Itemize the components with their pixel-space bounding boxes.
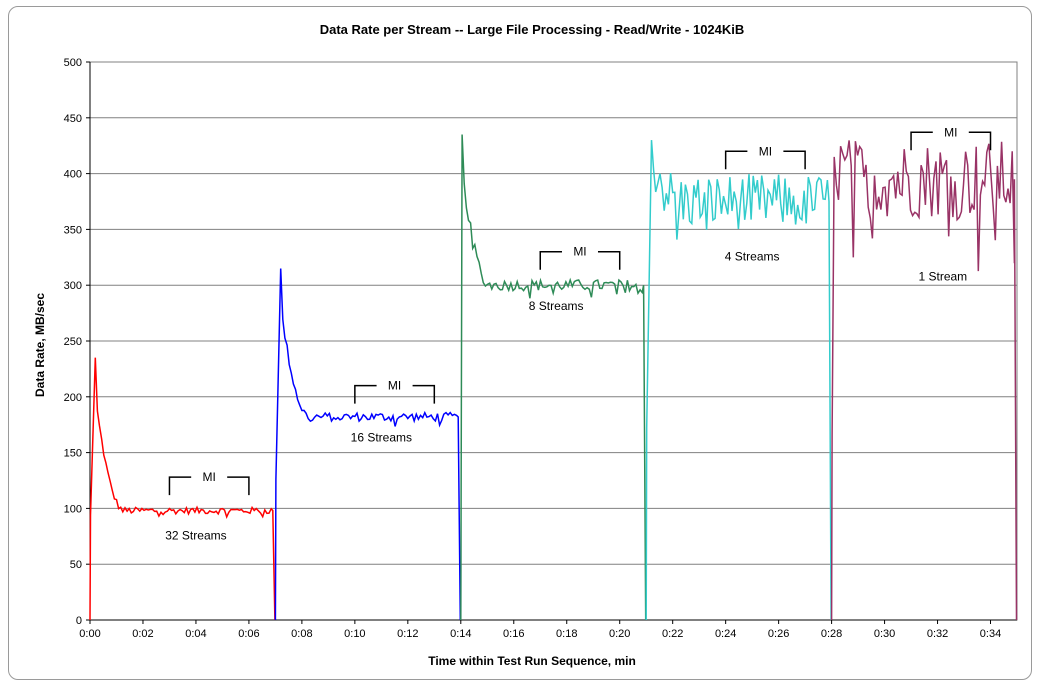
x-tick-label: 0:26 (768, 628, 789, 640)
series-line-5 (830, 140, 1018, 621)
stream-label: 8 Streams (529, 299, 584, 313)
y-tick-label: 100 (64, 503, 82, 515)
stream-annotations: 32 Streams 16 Streams 8 Streams 4 Streams 1 … (165, 250, 967, 543)
x-tick-label: 0:16 (503, 628, 524, 640)
chart-title: Data Rate per Stream -- Large File Proce… (320, 22, 745, 37)
mi-label: MI (759, 144, 772, 158)
y-tick-label: 500 (64, 57, 82, 69)
y-tick-label: 300 (64, 280, 82, 292)
x-tick-label: 0:24 (715, 628, 736, 640)
x-tick-label: 0:14 (450, 628, 471, 640)
x-tick-label: 0:10 (344, 628, 365, 640)
series-line-4 (645, 140, 832, 621)
y-axis-label: Data Rate, MB/sec (33, 293, 47, 397)
series-line-1 (89, 357, 276, 621)
mi-label: MI (388, 379, 401, 393)
y-axis-ticks: 0 50 100 150 200 250 300 350 400 450 500 (64, 57, 1017, 627)
x-tick-label: 0:04 (185, 628, 206, 640)
mi-bracket (354, 384, 436, 404)
x-axis-ticks: 0:00 0:02 0:04 0:06 0:08 0:10 0:12 0:14 0:16 0:18… (79, 620, 1001, 640)
series-line-3 (460, 134, 647, 621)
y-tick-label: 250 (64, 336, 82, 348)
x-tick-label: 0:12 (397, 628, 418, 640)
y-tick-label: 400 (64, 169, 82, 181)
mi-bracket (910, 131, 992, 151)
y-tick-label: 50 (70, 559, 82, 571)
x-tick-label: 0:22 (662, 628, 683, 640)
x-tick-label: 0:00 (79, 628, 100, 640)
mi-label: MI (944, 125, 957, 139)
stream-label: 16 Streams (351, 430, 412, 444)
y-tick-label: 150 (64, 448, 82, 460)
mi-label: MI (573, 245, 586, 259)
stream-label: 4 Streams (725, 250, 780, 264)
stream-label: 32 Streams (165, 529, 226, 543)
stream-label: 1 Stream (918, 270, 967, 284)
y-tick-label: 350 (64, 224, 82, 236)
x-tick-label: 0:28 (821, 628, 842, 640)
mi-label: MI (203, 470, 216, 484)
gridlines (90, 61, 1017, 565)
mi-bracket (724, 150, 806, 170)
x-tick-label: 0:20 (609, 628, 630, 640)
y-tick-label: 200 (64, 392, 82, 404)
series-group (89, 134, 1018, 621)
y-tick-label: 0 (76, 615, 82, 627)
x-tick-label: 0:08 (291, 628, 312, 640)
mi-brackets: MI MI MI MI MI (168, 125, 992, 496)
x-tick-label: 0:06 (238, 628, 259, 640)
x-tick-label: 0:34 (980, 628, 1001, 640)
x-tick-label: 0:32 (927, 628, 948, 640)
x-tick-label: 0:02 (132, 628, 153, 640)
mi-bracket (539, 250, 621, 270)
x-tick-label: 0:18 (556, 628, 577, 640)
x-tick-label: 0:30 (874, 628, 895, 640)
y-tick-label: 450 (64, 113, 82, 125)
x-axis-label: Time within Test Run Sequence, min (428, 654, 636, 668)
mi-bracket (168, 476, 250, 496)
series-line-2 (274, 268, 462, 621)
